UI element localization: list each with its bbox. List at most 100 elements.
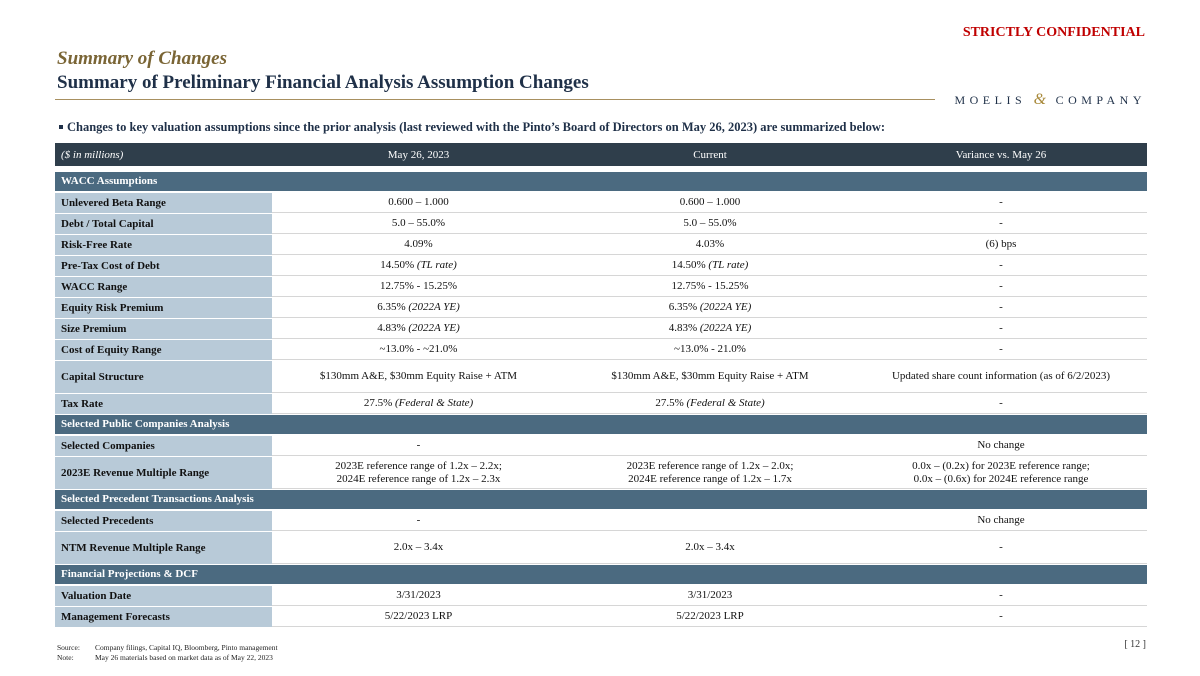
table-row: 2023E Revenue Multiple Range 2023E refere… (55, 457, 1147, 489)
table-cell: 2.0x – 3.4x (565, 532, 855, 564)
table: ($ in millions) May 26, 2023 Current Varian… (55, 143, 1147, 628)
table-cell: - (855, 607, 1147, 627)
row-label: WACC Range (55, 277, 272, 297)
cell-text: 6.35% (377, 301, 406, 313)
table-cell: - (855, 586, 1147, 606)
section-header: Selected Public Companies Analysis (55, 415, 1147, 434)
cell-line: 4.83% (2022A YE) (669, 322, 752, 335)
table-cell: - (855, 256, 1147, 276)
table-row: Risk-Free Rate 4.09% 4.03% (6) bps (55, 235, 1147, 255)
row-label: Unlevered Beta Range (55, 193, 272, 213)
row-label: Valuation Date (55, 586, 272, 606)
cell-line: 2023E reference range of 1.2x – 2.2x; (335, 459, 502, 472)
logo-text: MOELIS (954, 93, 1027, 107)
table-cell: - (855, 319, 1147, 339)
row-label: Equity Risk Premium (55, 298, 272, 318)
row-label: Size Premium (55, 319, 272, 339)
row-label: Risk-Free Rate (55, 235, 272, 255)
table-cell: - (855, 193, 1147, 213)
logo-text: COMPANY (1055, 93, 1146, 107)
cell-line: 14.50% (TL rate) (672, 259, 749, 272)
cell-note: (TL rate) (416, 259, 457, 271)
slide-title: Summary of Preliminary Financial Analysi… (57, 72, 589, 93)
cell-line: 6.35% (2022A YE) (669, 301, 752, 314)
section-header: Financial Projections & DCF (55, 565, 1147, 584)
footnote-label: Note: (57, 653, 74, 662)
table-cell: - (855, 532, 1147, 564)
column-header: Current (693, 148, 727, 161)
cell-note: (Federal & State) (394, 397, 474, 409)
table-cell: 12.75% - 15.25% (272, 277, 565, 297)
table-cell: Updated share count information (as of 6… (855, 361, 1147, 393)
table-cell: 5.0 – 55.0% (565, 214, 855, 234)
cell-line: 27.5% (Federal & State) (655, 397, 764, 410)
table-cell: 14.50% (TL rate) (565, 256, 855, 276)
row-label: Cost of Equity Range (55, 340, 272, 360)
section-header: Selected Precedent Transactions Analysis (55, 490, 1147, 509)
table-row: Management Forecasts 5/22/2023 LRP 5/22/20… (55, 607, 1147, 627)
table-row: Size Premium 4.83% (2022A YE) 4.83% (2022A… (55, 319, 1147, 339)
cell-line: 4.83% (2022A YE) (377, 322, 460, 335)
footnote: Note: May 26 materials based on market da… (57, 653, 278, 663)
table-cell: 14.50% (TL rate) (272, 256, 565, 276)
table-row: Unlevered Beta Range 0.600 – 1.000 0.600 –… (55, 193, 1147, 213)
column-header: ($ in millions) (61, 148, 124, 161)
table-cell: 3/31/2023 (565, 586, 855, 606)
table-cell: ~13.0% - ~21.0% (272, 340, 565, 360)
cell-line: 0.0x – (0.6x) for 2024E reference range (913, 472, 1089, 485)
cell-text: 27.5% (655, 397, 684, 409)
cell-line: 14.50% (TL rate) (380, 259, 457, 272)
column-header: May 26, 2023 (387, 148, 450, 161)
table-cell: - (855, 214, 1147, 234)
table-cell: ~13.0% - 21.0% (565, 340, 855, 360)
table-cell: - (855, 277, 1147, 297)
cell-line: 0.0x – (0.2x) for 2023E reference range; (912, 459, 1090, 472)
table-row: WACC Range 12.75% - 15.25% 12.75% - 15.25%… (55, 277, 1147, 297)
cell-text: 27.5% (363, 397, 393, 409)
table-cell: (6) bps (855, 235, 1147, 255)
table-cell: - (855, 298, 1147, 318)
footnotes: Source: Company filings, Capital IQ, Bloo… (57, 643, 278, 663)
table-cell: - (272, 511, 565, 531)
table-cell: 4.03% (565, 235, 855, 255)
cell-text: 4.83% (377, 322, 406, 334)
table-cell: 6.35% (2022A YE) (565, 298, 855, 318)
cell-note: (2022A YE) (408, 301, 460, 313)
row-label: Management Forecasts (55, 607, 272, 627)
table-cell: 0.600 – 1.000 (272, 193, 565, 213)
table-cell: 5.0 – 55.0% (272, 214, 565, 234)
row-label: Tax Rate (55, 394, 272, 414)
cell-line: 6.35% (2022A YE) (377, 301, 460, 314)
confidential-label: STRICTLY CONFIDENTIAL (962, 25, 1145, 40)
table-row: Equity Risk Premium 6.35% (2022A YE) 6.35%… (55, 298, 1147, 318)
page-number: [ 12 ] (1124, 639, 1146, 650)
footnote-label: Source: (57, 643, 80, 652)
table-cell: 3/31/2023 (272, 586, 565, 606)
footnote-text: Company filings, Capital IQ, Bloomberg, … (95, 643, 278, 652)
table-cell: 5/22/2023 LRP (272, 607, 565, 627)
table-cell: - (855, 394, 1147, 414)
table-cell: $130mm A&E, $30mm Equity Raise + ATM (565, 361, 855, 393)
cell-text: 4.83% (668, 322, 698, 334)
row-label: Selected Companies (55, 436, 272, 456)
table-cell: 5/22/2023 LRP (565, 607, 855, 627)
row-label: NTM Revenue Multiple Range (55, 532, 272, 564)
bullet-text: Changes to key valuation assumptions sin… (58, 120, 886, 134)
header-row: ($ in millions) May 26, 2023 Current Varian… (55, 143, 1147, 166)
cell-text: 6.35% (668, 301, 698, 313)
table-row: Tax Rate 27.5% (Federal & State) 27.5% (Fe… (55, 394, 1147, 414)
footnote: Source: Company filings, Capital IQ, Bloo… (57, 643, 278, 653)
table-row: Capital Structure $130mm A&E, $30mm Equit… (55, 361, 1147, 393)
table-cell: 12.75% - 15.25% (565, 277, 855, 297)
cell-note: (2022A YE) (699, 301, 752, 313)
table-cell: No change (855, 436, 1147, 456)
table-row: Pre-Tax Cost of Debt 14.50% (TL rate) 14.5… (55, 256, 1147, 276)
footnote-text: May 26 materials based on market data as… (95, 653, 273, 662)
cell-text: 14.50% (671, 259, 706, 271)
row-label: Pre-Tax Cost of Debt (55, 256, 272, 276)
cell-line: 2024E reference range of 1.2x – 1.7x (628, 472, 792, 485)
table-cell: 0.0x – (0.2x) for 2023E reference range;… (855, 457, 1147, 489)
table-cell: 2.0x – 3.4x (272, 532, 565, 564)
table-row: Debt / Total Capital 5.0 – 55.0% 5.0 – 55.… (55, 214, 1147, 234)
